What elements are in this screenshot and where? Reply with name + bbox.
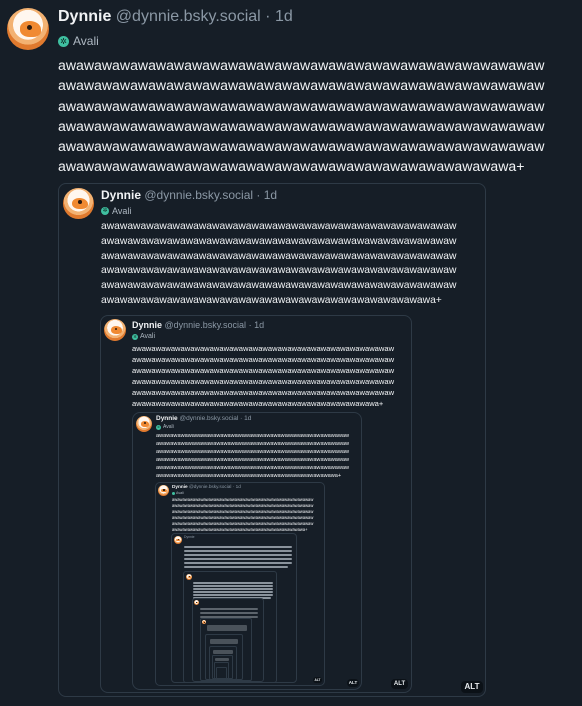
author-name[interactable]: Dynnie xyxy=(58,8,112,25)
text-line: awawawawawawawawawawawawawawawawawawawaw… xyxy=(132,354,395,364)
avatar xyxy=(194,600,199,605)
alt-badge[interactable]: ALT xyxy=(461,681,483,693)
post-time: 1d xyxy=(254,320,265,330)
post-text: awawawawawawawawawawawawawawawawawawawaw… xyxy=(58,55,576,177)
text-line: awawawawawawawawawawawawawawawawawawawaw… xyxy=(172,526,308,532)
text-line: awawawawawawawawawawawawawawawawawawawaw… xyxy=(156,441,350,447)
text-line: awawawawawawawawawawawawawawawawawawawaw… xyxy=(172,502,314,508)
separator: · xyxy=(265,8,271,25)
pronoun-badge: Avali xyxy=(172,491,184,495)
text-line: awawawawawawawawawawawawawawawawawawawaw… xyxy=(172,508,314,514)
text-line: awawawawawawawawawawawawawawawawawawawaw… xyxy=(58,97,545,114)
post-header: Dynnie @dynnie.bsky.social · 1d xyxy=(132,320,264,330)
author-name: Dynnie xyxy=(132,320,163,330)
post-header: Dynnie @dynnie.bsky.social · 1d xyxy=(101,188,277,202)
text-line: awawawawawawawawawawawawawawawawawawawaw… xyxy=(101,250,457,262)
post-text: awawawawawawawawawawawawawawawawawawawaw… xyxy=(101,220,479,309)
post-header: Dynnie xyxy=(184,535,195,539)
avatar xyxy=(104,319,126,341)
text-line: awawawawawawawawawawawawawawawawawawawaw… xyxy=(101,265,457,277)
text-line: awawawawawawawawawawawawawawawawawawawaw… xyxy=(156,465,350,471)
text-line: awawawawawawawawawawawawawawawawawawawaw… xyxy=(156,433,350,439)
text-line: awawawawawawawawawawawawawawawawawawawaw… xyxy=(58,158,525,175)
author-name: Dynnie xyxy=(156,415,178,422)
pronoun-label: Avali xyxy=(73,34,99,48)
avali-icon: ✲ xyxy=(101,207,109,215)
text-line: awawawawawawawawawawawawawawawawawawawaw… xyxy=(132,344,395,353)
text-line: awawawawawawawawawawawawawawawawawawawaw… xyxy=(156,449,350,455)
text-line: awawawawawawawawawawawawawawawawawawawaw… xyxy=(101,235,457,247)
text-line: awawawawawawawawawawawawawawawawawawawaw… xyxy=(156,473,342,479)
separator: · xyxy=(240,415,243,422)
author-handle: @dynnie.bsky.social xyxy=(164,320,247,330)
author-handle: @dynnie.bsky.social xyxy=(144,188,254,202)
text-line: awawawawawawawawawawawawawawawawawawawaw… xyxy=(58,57,545,73)
post-header: Dynnie @dynnie.bsky.social · 1d xyxy=(156,415,251,422)
text-line: awawawawawawawawawawawawawawawawawawawaw… xyxy=(172,497,314,502)
avatar xyxy=(202,620,206,624)
text-line: awawawawawawawawawawawawawawawawawawawaw… xyxy=(132,387,395,397)
text-line: awawawawawawawawawawawawawawawawawawawaw… xyxy=(101,221,457,232)
author-name: Dynnie xyxy=(101,188,142,202)
avali-icon: ✲ xyxy=(156,424,161,430)
alt-badge[interactable]: ALT xyxy=(347,679,359,687)
post-text: awawawawawawawawawawawawawawawawawawawaw… xyxy=(156,432,360,480)
pronoun-label: Avali xyxy=(163,424,174,430)
author-handle: @dynnie.bsky.social xyxy=(188,484,232,489)
post-time: 1d xyxy=(235,484,241,489)
quoted-post-card[interactable] xyxy=(216,667,227,679)
avatar[interactable] xyxy=(7,8,49,50)
author-name: Dynnie xyxy=(172,484,188,489)
text-line: awawawawawawawawawawawawawawawawawawawaw… xyxy=(172,514,314,520)
avali-icon: ✲ xyxy=(132,333,138,340)
author-name: Dynnie xyxy=(184,535,195,539)
text-line: awawawawawawawawawawawawawawawawawawawaw… xyxy=(101,294,442,306)
pronoun-badge: ✲ Avali xyxy=(101,206,131,216)
pronoun-label: Avali xyxy=(176,491,184,495)
text-line: awawawawawawawawawawawawawawawawawawawaw… xyxy=(101,280,457,292)
text-line: awawawawawawawawawawawawawawawawawawawaw… xyxy=(132,398,384,408)
text-line: awawawawawawawawawawawawawawawawawawawaw… xyxy=(58,138,545,155)
avatar xyxy=(136,416,152,432)
separator: · xyxy=(256,188,261,202)
post-header: Dynnie @dynnie.bsky.social · 1d xyxy=(58,8,293,26)
pronoun-badge: ✲ Avali xyxy=(132,333,155,340)
pronoun-badge: ✲ Avali xyxy=(156,424,174,430)
pronoun-label: Avali xyxy=(112,206,132,216)
post-text: awawawawawawawawawawawawawawawawawawawaw… xyxy=(132,344,410,409)
text-line: awawawawawawawawawawawawawawawawawawawaw… xyxy=(172,520,314,526)
pronoun-label: Avali xyxy=(140,333,156,340)
post-header: Dynnie @dynnie.bsky.social · 1d xyxy=(172,484,241,489)
author-handle: @dynnie.bsky.social xyxy=(179,415,239,422)
avali-icon xyxy=(172,491,175,495)
text-line: awawawawawawawawawawawawawawawawawawawaw… xyxy=(132,365,395,375)
avali-icon: ✲ xyxy=(58,35,69,47)
separator: · xyxy=(248,320,252,330)
text-line: awawawawawawawawawawawawawawawawawawawaw… xyxy=(132,376,395,386)
text-line: awawawawawawawawawawawawawawawawawawawaw… xyxy=(58,117,545,134)
avatar xyxy=(186,574,192,580)
post-text: awawawawawawawawawawawawawawawawawawawaw… xyxy=(172,497,322,532)
alt-badge[interactable]: ALT xyxy=(313,677,322,683)
author-handle[interactable]: @dynnie.bsky.social xyxy=(115,8,261,25)
avatar xyxy=(174,536,182,544)
alt-badge[interactable]: ALT xyxy=(391,679,408,689)
avatar xyxy=(158,485,169,496)
text-line: awawawawawawawawawawawawawawawawawawawaw… xyxy=(58,77,545,94)
separator: · xyxy=(232,484,235,489)
text-line: awawawawawawawawawawawawawawawawawawawaw… xyxy=(156,457,350,463)
post-time[interactable]: 1d xyxy=(274,8,293,25)
pronoun-badge: ✲ Avali xyxy=(58,34,99,48)
avatar xyxy=(63,188,94,219)
post-time: 1d xyxy=(263,188,278,202)
post-time: 1d xyxy=(244,415,252,422)
